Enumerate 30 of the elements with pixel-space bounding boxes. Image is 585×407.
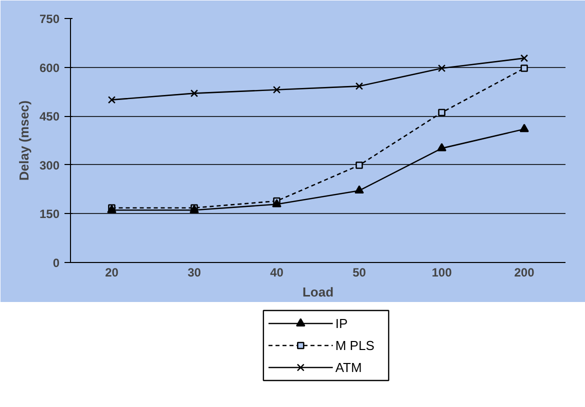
point [272,86,281,94]
y-tick-label: 150 [39,207,60,222]
y-axis-title: Delay (msec) [16,100,32,181]
x-tick-label: 20 [105,266,119,280]
point [520,64,528,72]
point [354,185,364,194]
y-tick-label: 0 [52,256,60,270]
legend-label: IP [335,316,348,331]
point [356,162,363,169]
point [437,143,446,152]
point [108,96,116,104]
point [438,108,446,116]
legend-label: ATM [335,360,362,375]
y-tick-label: 300 [39,158,60,172]
point [190,89,198,98]
y-tick-label: 750 [39,12,60,26]
point [438,64,446,72]
x-tick-label: 200 [514,266,535,280]
x-tick-label: 100 [432,266,452,280]
y-tick-label: 450 [39,110,60,124]
y-tick-label: 600 [39,60,60,75]
x-tick-label: 50 [352,266,366,280]
point [355,82,364,90]
x-tick-label: 30 [188,266,202,280]
point [272,198,282,208]
x-axis-title: Load [302,284,334,300]
point [520,54,528,62]
point [520,124,529,132]
x-tick-label: 40 [270,266,284,280]
legend-label: M PLS [335,338,375,353]
